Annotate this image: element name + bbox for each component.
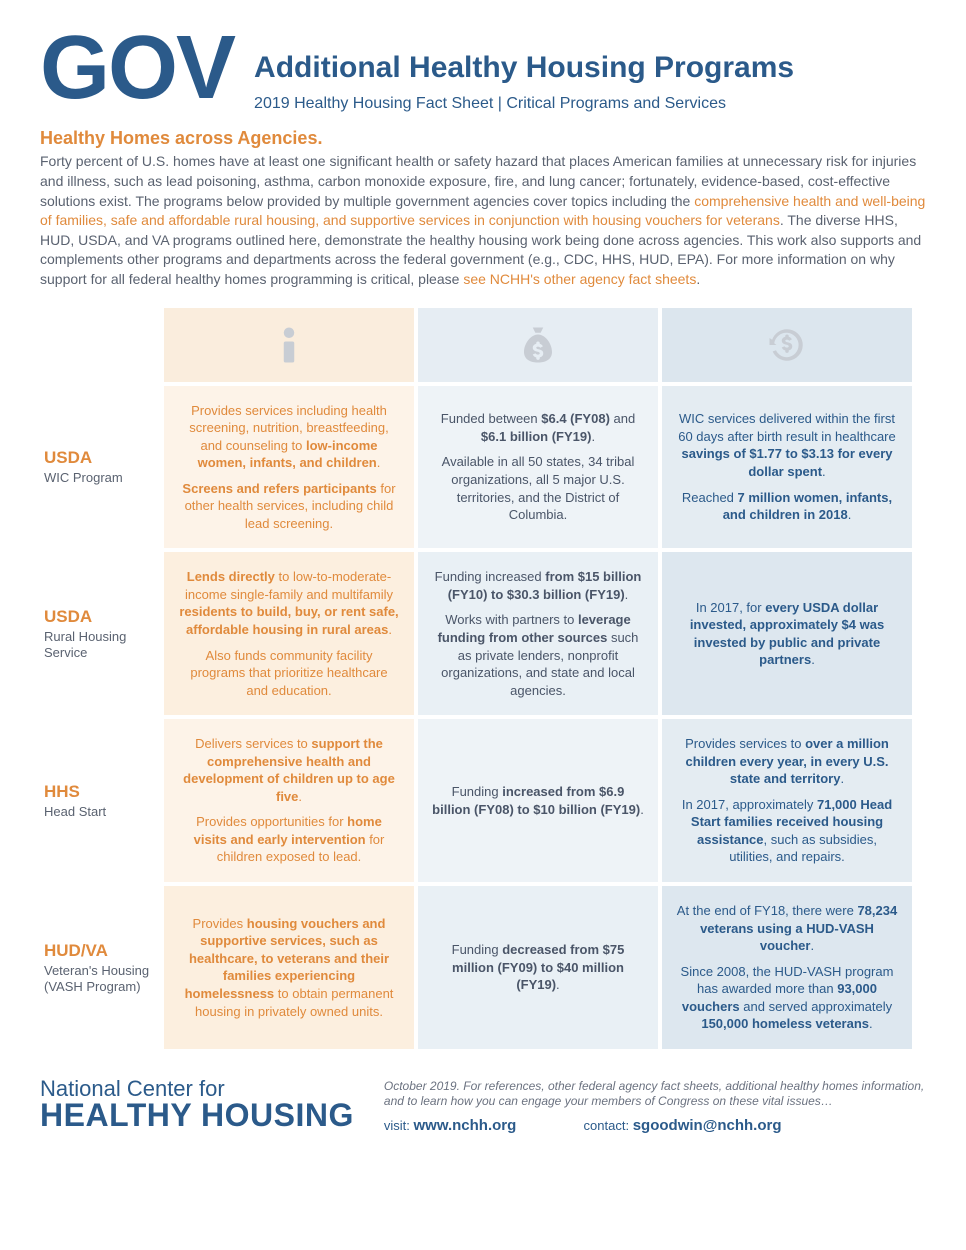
page-title: Additional Healthy Housing Programs: [254, 48, 794, 89]
row-label: HUD/VA Veteran's Housing (VASH Program): [40, 886, 160, 1049]
footer-note: October 2019. For references, other fede…: [384, 1079, 926, 1110]
program-name: Head Start: [44, 804, 106, 820]
org-line-2: HEALTHY HOUSING: [40, 1100, 354, 1130]
funding-cell: Funding increased from $15 billion (FY10…: [418, 552, 658, 715]
programs-table: USDA WIC Program Provides services inclu…: [40, 308, 926, 1049]
info-cell: Lends directly to low-to-moderate-income…: [164, 552, 414, 715]
gov-logo-text: GOV: [40, 30, 234, 107]
title-block: Additional Healthy Housing Programs 2019…: [254, 30, 794, 114]
funding-cell: Funded between $6.4 (FY08) and $6.1 bill…: [418, 386, 658, 549]
col-header-info: [164, 308, 414, 382]
page-subtitle: 2019 Healthy Housing Fact Sheet | Critic…: [254, 93, 794, 115]
impact-cell: WIC services delivered within the first …: [662, 386, 912, 549]
row-label: USDA Rural Housing Service: [40, 552, 160, 715]
intro-paragraph: Forty percent of U.S. homes have at leas…: [40, 152, 926, 289]
agency-name: HUD/VA: [44, 940, 108, 963]
info-icon: [268, 324, 310, 366]
row-label: USDA WIC Program: [40, 386, 160, 549]
agency-name: USDA: [44, 606, 92, 629]
impact-cell: Provides services to over a million chil…: [662, 719, 912, 882]
visit-url[interactable]: www.nchh.org: [414, 1117, 517, 1134]
funding-cell: Funding decreased from $75 million (FY09…: [418, 886, 658, 1049]
footer-right: October 2019. For references, other fede…: [384, 1079, 926, 1136]
intro-text-3: .: [696, 271, 700, 287]
program-name: WIC Program: [44, 470, 123, 486]
contact-email[interactable]: sgoodwin@nchh.org: [633, 1117, 782, 1134]
return-icon: [766, 324, 808, 366]
info-cell: Provides housing vouchers and supportive…: [164, 886, 414, 1049]
agency-name: HHS: [44, 781, 80, 804]
impact-cell: At the end of FY18, there were 78,234 ve…: [662, 886, 912, 1049]
info-cell: Provides services including health scree…: [164, 386, 414, 549]
section-heading: Healthy Homes across Agencies.: [40, 126, 926, 150]
spacer: [40, 308, 160, 382]
funding-cell: Funding increased from $6.9 billion (FY0…: [418, 719, 658, 882]
header: GOV Additional Healthy Housing Programs …: [40, 30, 926, 114]
agency-name: USDA: [44, 447, 92, 470]
row-label: HHS Head Start: [40, 719, 160, 882]
contact-label: contact:: [584, 1118, 630, 1133]
org-name: National Center for HEALTHY HOUSING: [40, 1079, 354, 1130]
money-bag-icon: [517, 324, 559, 366]
info-cell: Delivers services to support the compreh…: [164, 719, 414, 882]
col-header-funding: [418, 308, 658, 382]
col-header-impact: [662, 308, 912, 382]
footer-links: visit: www.nchh.org contact: sgoodwin@nc…: [384, 1116, 926, 1136]
impact-cell: In 2017, for every USDA dollar invested,…: [662, 552, 912, 715]
footer: National Center for HEALTHY HOUSING Octo…: [40, 1079, 926, 1136]
visit-label: visit:: [384, 1118, 410, 1133]
intro-highlight-2: see NCHH's other agency fact sheets: [463, 271, 696, 287]
program-name: Veteran's Housing (VASH Program): [44, 963, 156, 996]
program-name: Rural Housing Service: [44, 629, 156, 662]
